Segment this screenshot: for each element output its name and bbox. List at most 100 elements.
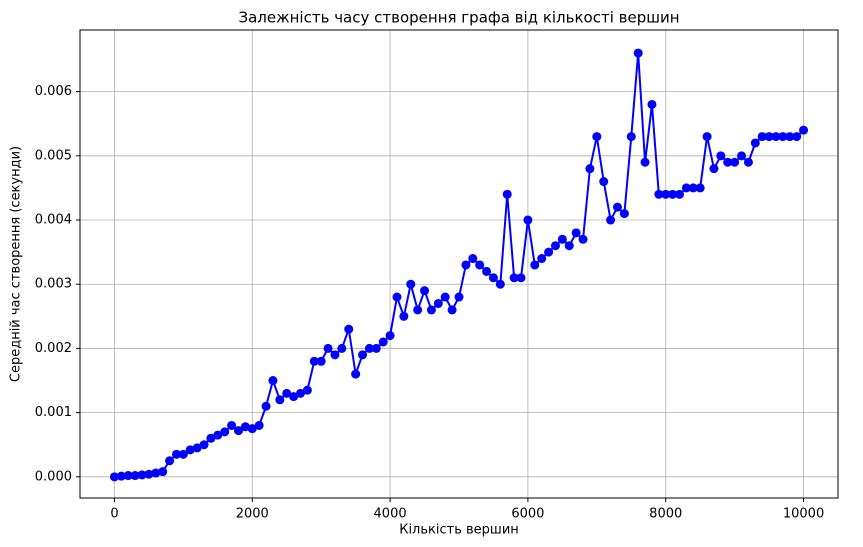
data-point (116, 471, 126, 481)
data-point (323, 343, 333, 353)
data-point (385, 331, 395, 341)
data-point (130, 471, 140, 481)
data-point (165, 456, 175, 466)
data-point (619, 209, 629, 219)
data-point (158, 467, 168, 477)
y-tick-label: 0.004 (35, 213, 72, 228)
data-point (612, 202, 622, 212)
data-point (440, 292, 450, 302)
data-point (309, 356, 319, 366)
data-point (530, 260, 540, 270)
data-point (247, 424, 257, 434)
data-point (482, 266, 492, 276)
data-point (426, 305, 436, 315)
plot-frame (79, 29, 839, 499)
data-point (695, 183, 705, 193)
data-point (723, 157, 733, 167)
data-point (351, 369, 361, 379)
data-point (509, 273, 519, 283)
y-tick-label: 0.006 (35, 84, 72, 99)
data-point (633, 48, 643, 58)
data-point (523, 215, 533, 225)
data-point (123, 471, 133, 481)
data-point (206, 433, 216, 443)
data-point (668, 189, 678, 199)
data-point (151, 468, 161, 478)
data-point (447, 305, 457, 315)
data-point (743, 157, 753, 167)
data-point (709, 164, 719, 174)
data-point (420, 286, 430, 296)
data-point (599, 177, 609, 187)
y-tick-label: 0.000 (35, 469, 72, 484)
data-point (702, 132, 712, 142)
data-point (144, 469, 154, 479)
data-point (213, 430, 223, 440)
x-tick-label: 0 (110, 507, 118, 522)
data-point (475, 260, 485, 270)
data-point (137, 470, 147, 480)
data-point (764, 132, 774, 142)
data-point (454, 292, 464, 302)
data-point (488, 273, 498, 283)
data-point (171, 449, 181, 459)
data-point (227, 420, 237, 430)
data-point (261, 401, 271, 411)
data-point (468, 254, 478, 264)
data-point (406, 279, 416, 289)
data-point (640, 157, 650, 167)
x-tick-label: 2000 (236, 507, 269, 522)
data-point (178, 449, 188, 459)
data-point (185, 445, 195, 455)
data-point (626, 132, 636, 142)
data-point (344, 324, 354, 334)
data-point (661, 189, 671, 199)
data-point (233, 426, 243, 436)
data-point (275, 395, 285, 405)
data-point (799, 125, 809, 135)
data-point (254, 420, 264, 430)
data-point (516, 273, 526, 283)
data-point (681, 183, 691, 193)
data-point (550, 241, 560, 251)
data-point (502, 189, 512, 199)
x-tick-label: 8000 (649, 507, 682, 522)
data-point (371, 343, 381, 353)
data-point (433, 298, 443, 308)
data-point (240, 422, 250, 432)
x-tick-label: 4000 (374, 507, 407, 522)
data-point (358, 350, 368, 360)
data-point (302, 385, 312, 395)
data-point (461, 260, 471, 270)
data-point (537, 254, 547, 264)
data-point (192, 443, 202, 453)
y-tick-label: 0.003 (35, 277, 72, 292)
data-point (268, 376, 278, 386)
data-point (778, 132, 788, 142)
y-tick-label: 0.002 (35, 341, 72, 356)
data-point (730, 157, 740, 167)
y-axis-label: Середній час створення (секунди) (9, 146, 24, 382)
data-point (647, 99, 657, 109)
data-line (114, 53, 805, 478)
data-point (282, 388, 292, 398)
data-point (337, 343, 347, 353)
x-tick-label: 6000 (511, 507, 544, 522)
x-axis-label: Кількість вершин (399, 523, 519, 538)
data-point (585, 164, 595, 174)
data-point (199, 440, 209, 450)
data-point (578, 234, 588, 244)
data-point (785, 132, 795, 142)
data-point (413, 305, 423, 315)
y-tick-label: 0.001 (35, 405, 72, 420)
data-point (316, 356, 326, 366)
chart-title: Залежність часу створення графа від кіль… (238, 9, 679, 27)
data-point (592, 132, 602, 142)
data-point (571, 228, 581, 238)
data-point (330, 350, 340, 360)
data-point (392, 292, 402, 302)
data-point (399, 311, 409, 321)
data-point (654, 189, 664, 199)
data-point (737, 151, 747, 161)
